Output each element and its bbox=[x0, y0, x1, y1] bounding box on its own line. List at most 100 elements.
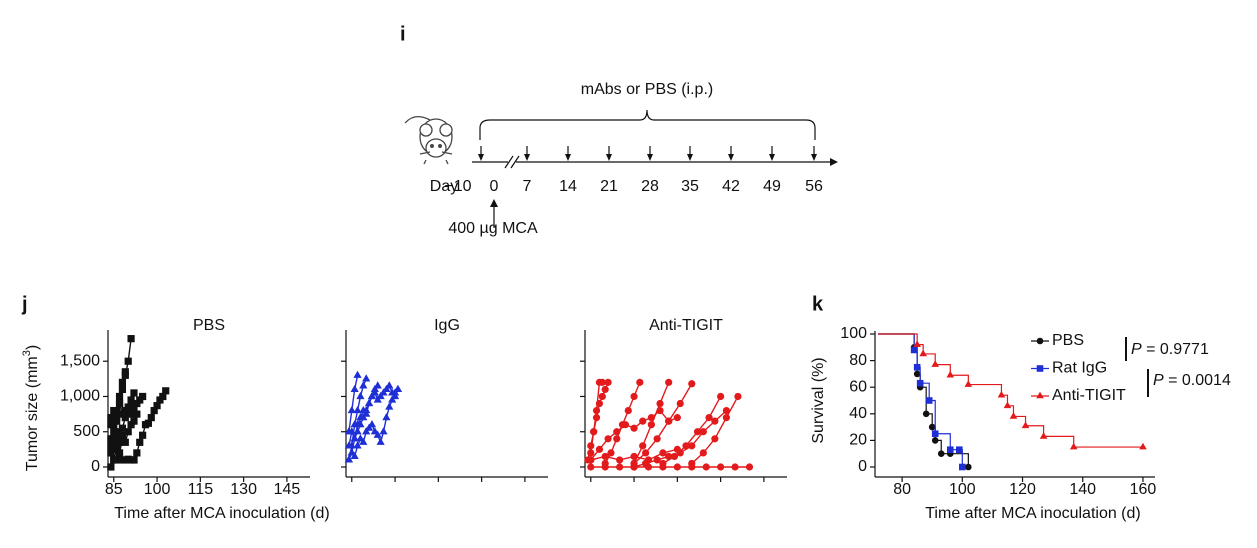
marker bbox=[705, 414, 713, 422]
y-tick-label: 0 bbox=[91, 458, 100, 475]
marker bbox=[711, 435, 719, 443]
marker bbox=[367, 420, 377, 428]
marker bbox=[359, 381, 368, 389]
day-tick-label: 28 bbox=[641, 178, 659, 195]
marker bbox=[630, 424, 638, 432]
day-tick-label: 42 bbox=[722, 178, 740, 195]
marker bbox=[130, 389, 138, 397]
marker bbox=[107, 449, 115, 457]
marker bbox=[127, 335, 135, 343]
marker bbox=[592, 414, 601, 422]
marker bbox=[350, 451, 359, 460]
marker bbox=[656, 399, 664, 408]
marker bbox=[373, 381, 382, 389]
marker bbox=[659, 449, 667, 457]
marker bbox=[353, 441, 362, 449]
marker bbox=[162, 387, 170, 395]
marker bbox=[344, 441, 353, 449]
marker bbox=[688, 463, 696, 471]
marker bbox=[115, 399, 124, 408]
marker bbox=[107, 414, 115, 422]
marker bbox=[130, 417, 138, 425]
x-tick-label: 140 bbox=[1069, 481, 1096, 498]
y-axis-label-part: Tumor size (mm bbox=[24, 356, 41, 471]
day-label: Day bbox=[430, 178, 458, 195]
marker bbox=[362, 374, 371, 382]
marker bbox=[946, 370, 955, 378]
marker bbox=[644, 456, 653, 464]
marker bbox=[118, 378, 127, 386]
marker bbox=[688, 442, 696, 450]
marker bbox=[1009, 412, 1018, 419]
panel-letter: i bbox=[400, 23, 406, 45]
x-tick-label: 80 bbox=[893, 481, 911, 498]
day-tick-label: 35 bbox=[681, 178, 699, 195]
marker bbox=[931, 360, 940, 367]
marker bbox=[636, 378, 644, 386]
day-tick-label: 14 bbox=[559, 178, 577, 195]
marker bbox=[910, 346, 918, 354]
marker bbox=[688, 380, 696, 388]
day-axis: −10 0 7 14 21 28 35 42 49 56 bbox=[444, 146, 823, 195]
p-value: P = 0.0014 bbox=[1153, 372, 1231, 389]
marker bbox=[937, 450, 945, 458]
arrowhead bbox=[524, 154, 530, 161]
arrowhead bbox=[811, 154, 817, 161]
marker bbox=[1036, 337, 1044, 345]
marker bbox=[630, 452, 638, 461]
marker bbox=[699, 449, 707, 457]
marker bbox=[595, 399, 604, 408]
marker bbox=[598, 392, 606, 401]
marker bbox=[964, 380, 973, 387]
y-tick-label: 40 bbox=[849, 405, 867, 422]
marker bbox=[931, 430, 939, 438]
marker bbox=[147, 414, 155, 422]
marker bbox=[630, 463, 638, 471]
marker bbox=[362, 409, 371, 417]
marker bbox=[598, 378, 606, 386]
marker bbox=[676, 399, 684, 408]
marker bbox=[722, 414, 731, 422]
marker bbox=[124, 428, 132, 436]
y-axis-label-part: ) bbox=[24, 345, 41, 350]
marker bbox=[919, 349, 927, 357]
marker bbox=[624, 406, 632, 415]
marker bbox=[946, 446, 954, 454]
marker bbox=[379, 427, 388, 435]
marker bbox=[353, 370, 362, 378]
day-tick-label: 21 bbox=[600, 178, 618, 195]
marker bbox=[656, 406, 664, 415]
marker bbox=[382, 413, 391, 421]
marker bbox=[702, 463, 710, 471]
marker bbox=[965, 463, 972, 471]
marker bbox=[107, 463, 115, 471]
chart-title: Anti-TIGIT bbox=[649, 317, 723, 334]
marker bbox=[121, 368, 129, 376]
y-axis-label: Survival (%) bbox=[810, 357, 827, 443]
marker bbox=[659, 463, 667, 471]
y-tick-label: 20 bbox=[849, 432, 867, 449]
axis-break bbox=[504, 155, 514, 169]
marker bbox=[130, 456, 138, 464]
marker bbox=[647, 414, 655, 422]
marker bbox=[1003, 401, 1012, 409]
marker bbox=[665, 378, 673, 386]
marker bbox=[139, 431, 147, 439]
marker bbox=[359, 437, 368, 445]
panel-letter: k bbox=[812, 293, 824, 315]
marker bbox=[1039, 432, 1048, 439]
marker bbox=[388, 395, 397, 403]
marker bbox=[587, 463, 595, 471]
marker bbox=[115, 449, 124, 457]
marker bbox=[601, 385, 609, 394]
arrowhead bbox=[728, 154, 734, 161]
arrowhead bbox=[769, 154, 775, 161]
marker bbox=[997, 390, 1006, 398]
marker bbox=[118, 385, 127, 394]
x-tick-label: 120 bbox=[1009, 481, 1036, 498]
marker bbox=[121, 414, 129, 422]
brace bbox=[479, 109, 816, 140]
marker bbox=[150, 406, 158, 415]
marker bbox=[673, 463, 681, 471]
